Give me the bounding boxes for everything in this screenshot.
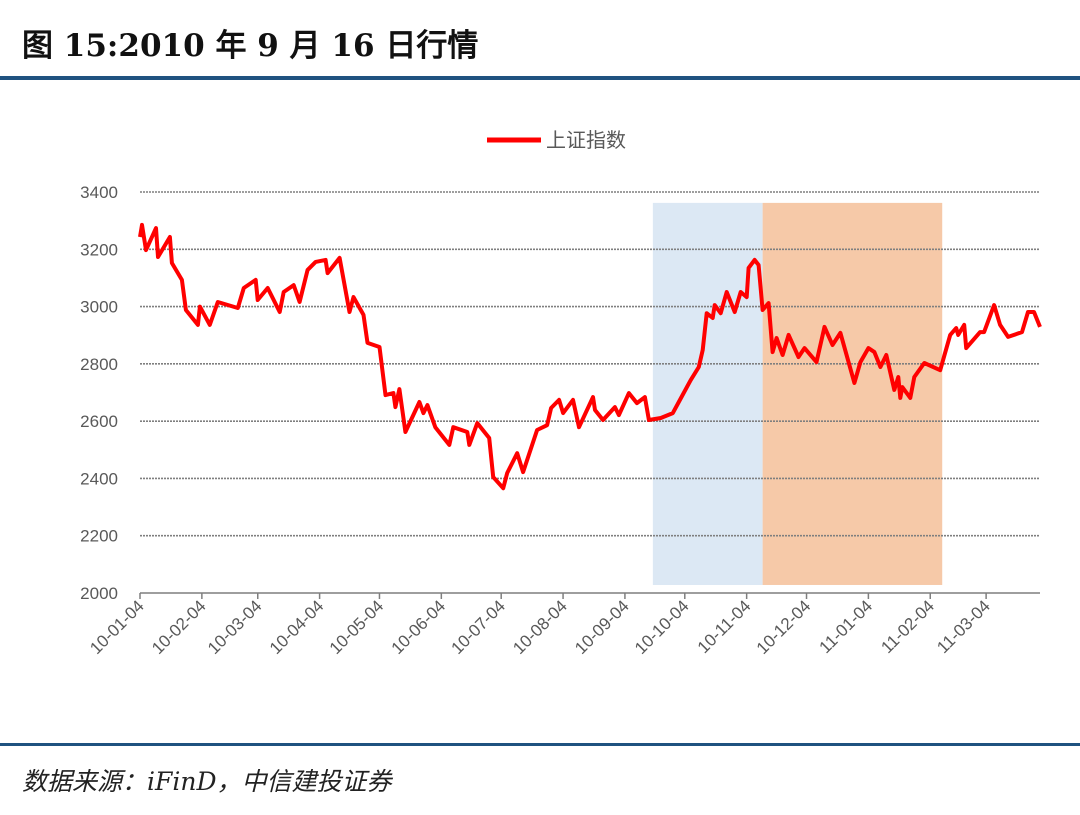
x-tick-label: 10-04-04 (266, 596, 328, 658)
y-tick-label: 3200 (80, 240, 118, 259)
x-tick-label: 10-09-04 (571, 596, 633, 658)
x-tick-label: 10-10-04 (631, 596, 693, 658)
title-divider (0, 76, 1080, 80)
footer-divider (0, 743, 1080, 746)
x-tick-label: 10-01-04 (86, 596, 148, 658)
x-tick-label: 11-03-04 (933, 596, 994, 657)
x-tick-label: 10-06-04 (388, 596, 450, 658)
y-axis-labels: 2000 2200 2400 2600 2800 3000 3200 3400 (80, 183, 118, 603)
series-layer (138, 222, 1042, 491)
x-tick-label: 10-12-04 (753, 596, 815, 658)
x-tick-label: 11-01-04 (816, 596, 877, 657)
y-tick-label: 2200 (80, 527, 118, 546)
x-tick-label: 10-03-04 (204, 596, 266, 658)
figure-title: 图 15:2010 年 9 月 16 日行情 (22, 28, 479, 64)
x-tick-label: 10-08-04 (509, 596, 571, 658)
x-tick-label: 10-07-04 (447, 596, 509, 658)
x-tick-label: 10-11-04 (694, 596, 755, 657)
x-tick-label: 11-02-04 (877, 596, 938, 657)
highlight-band-1 (652, 202, 763, 585)
source-note: 数据来源：iFinD，中信建投证券 (22, 767, 392, 796)
y-tick-label: 3400 (80, 183, 118, 202)
y-tick-label: 2400 (80, 469, 118, 488)
y-tick-label: 2800 (80, 355, 118, 374)
y-tick-label: 2000 (80, 584, 118, 603)
highlight-band-2 (762, 202, 943, 585)
legend: 上证指数 (487, 128, 626, 152)
x-tick-label: 10-02-04 (148, 596, 210, 658)
legend-label: 上证指数 (546, 128, 626, 152)
x-tick-label: 10-05-04 (326, 596, 388, 658)
y-tick-label: 2600 (80, 412, 118, 431)
y-tick-label: 3000 (80, 298, 118, 317)
